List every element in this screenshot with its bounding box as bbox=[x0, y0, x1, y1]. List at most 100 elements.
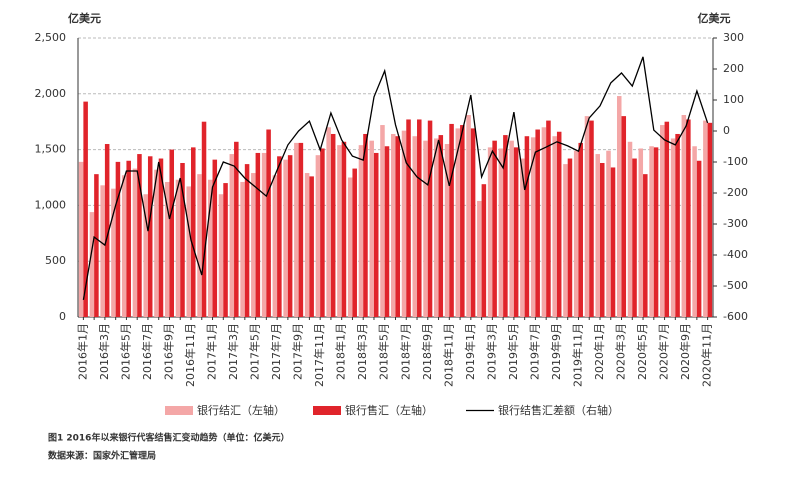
bar bbox=[578, 142, 583, 317]
bar bbox=[212, 159, 218, 317]
bar bbox=[563, 164, 568, 317]
bar bbox=[89, 212, 95, 317]
bar bbox=[169, 149, 175, 317]
bar bbox=[180, 162, 185, 317]
bar bbox=[104, 144, 110, 317]
bar bbox=[341, 141, 347, 317]
bar bbox=[427, 120, 433, 317]
bar bbox=[686, 119, 691, 317]
line bbox=[82, 56, 709, 301]
right-axis-unit: 亿美元 bbox=[698, 11, 731, 25]
x-tick-label: 2019年9月 bbox=[549, 323, 563, 380]
bar bbox=[573, 150, 579, 317]
legend-swatch bbox=[313, 406, 341, 415]
bar bbox=[100, 185, 105, 317]
bar bbox=[466, 115, 471, 317]
bar bbox=[664, 121, 670, 317]
bar bbox=[423, 140, 428, 317]
y2-tick-label: -500 bbox=[723, 279, 748, 292]
bar bbox=[326, 127, 331, 317]
x-tick-label: 2020年11月 bbox=[700, 323, 714, 387]
bar bbox=[670, 138, 676, 317]
legend-label: 银行结售汇差额（右轴） bbox=[498, 403, 619, 417]
bar bbox=[406, 119, 411, 317]
bar bbox=[158, 158, 164, 317]
x-tick-label: 2018年11月 bbox=[441, 323, 455, 387]
y2-tick-label: 200 bbox=[723, 62, 744, 75]
bar bbox=[154, 169, 159, 317]
bar bbox=[520, 158, 525, 317]
x-tick-label: 2018年5月 bbox=[377, 323, 391, 380]
x-tick-label: 2017年7月 bbox=[269, 323, 283, 380]
bar bbox=[380, 125, 385, 317]
bar bbox=[369, 140, 374, 317]
x-tick-label: 2018年1月 bbox=[334, 323, 348, 380]
x-tick-label: 2020年3月 bbox=[614, 323, 628, 380]
bar bbox=[541, 127, 547, 317]
bar bbox=[530, 137, 536, 317]
legend-label: 银行售汇（左轴） bbox=[345, 403, 433, 417]
x-tick-label: 2020年5月 bbox=[635, 323, 649, 380]
bar bbox=[283, 159, 288, 317]
bar bbox=[638, 148, 644, 317]
x-tick-label: 2017年11月 bbox=[312, 323, 326, 387]
x-tick-label: 2016年1月 bbox=[75, 323, 89, 380]
bar bbox=[401, 130, 407, 317]
bar bbox=[186, 186, 192, 317]
bar bbox=[675, 133, 680, 317]
bar bbox=[309, 176, 314, 317]
bar bbox=[223, 183, 228, 317]
bar bbox=[438, 135, 444, 317]
x-tick-label: 2018年9月 bbox=[420, 323, 434, 380]
bar bbox=[621, 116, 627, 318]
bar bbox=[244, 164, 250, 317]
bar bbox=[208, 179, 213, 317]
x-tick-label: 2019年1月 bbox=[463, 323, 477, 380]
bar bbox=[616, 96, 622, 317]
y2-tick-label: 0 bbox=[723, 124, 730, 137]
x-tick-label: 2017年3月 bbox=[226, 323, 240, 380]
bar bbox=[261, 152, 267, 317]
bar bbox=[83, 101, 88, 317]
bar bbox=[255, 152, 261, 317]
bar bbox=[287, 155, 293, 317]
bar bbox=[229, 154, 235, 317]
x-tick-label: 2020年1月 bbox=[592, 323, 606, 380]
bar bbox=[492, 140, 497, 317]
bar bbox=[470, 128, 476, 317]
y2-tick-label: -200 bbox=[723, 186, 748, 199]
bar bbox=[143, 194, 148, 317]
bar bbox=[696, 160, 702, 317]
bar bbox=[599, 162, 605, 317]
bar bbox=[567, 158, 573, 317]
bar bbox=[78, 161, 84, 317]
bar bbox=[201, 121, 207, 317]
bar bbox=[703, 120, 708, 317]
bar bbox=[132, 168, 138, 317]
y2-tick-label: 100 bbox=[723, 93, 744, 106]
bar bbox=[589, 120, 594, 317]
bar bbox=[315, 155, 321, 317]
bar bbox=[94, 174, 99, 317]
bar bbox=[294, 142, 299, 317]
y-tick-label: 2,000 bbox=[35, 87, 67, 100]
x-tick-label: 2020年7月 bbox=[657, 323, 671, 380]
y2-tick-label: -400 bbox=[723, 248, 748, 261]
y2-tick-label: -300 bbox=[723, 217, 748, 230]
x-tick-label: 2017年1月 bbox=[205, 323, 219, 380]
bar bbox=[352, 168, 357, 317]
x-tick-label: 2016年5月 bbox=[118, 323, 132, 380]
bar bbox=[191, 147, 196, 317]
x-tick-label: 2019年11月 bbox=[570, 323, 584, 387]
y2-tick-label: 300 bbox=[723, 31, 744, 44]
bar bbox=[649, 146, 654, 317]
bar bbox=[556, 131, 562, 317]
bar bbox=[363, 133, 368, 317]
x-tick-label: 2017年5月 bbox=[248, 323, 262, 380]
legend-label: 银行结汇（左轴） bbox=[197, 403, 285, 417]
legend-swatch bbox=[165, 406, 193, 415]
bar bbox=[481, 184, 487, 317]
bar bbox=[218, 194, 224, 317]
